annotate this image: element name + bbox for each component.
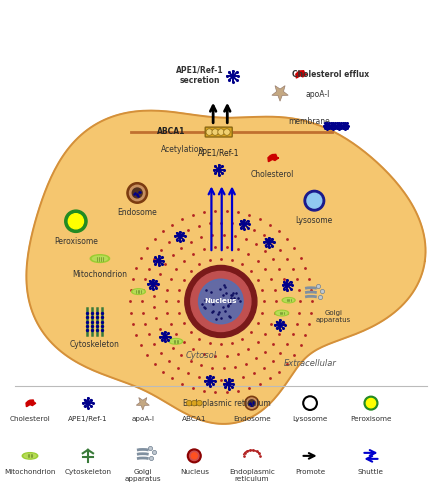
Circle shape (198, 279, 243, 324)
Circle shape (186, 400, 192, 406)
Ellipse shape (170, 340, 181, 343)
Text: APE1/Ref-1: APE1/Ref-1 (198, 149, 239, 158)
Ellipse shape (24, 454, 36, 458)
Circle shape (197, 400, 202, 406)
Text: Promote: Promote (295, 468, 325, 474)
Circle shape (191, 400, 197, 406)
Text: Extracellular: Extracellular (284, 359, 337, 368)
Circle shape (247, 398, 257, 408)
Text: Mitochondrion: Mitochondrion (4, 468, 56, 474)
Text: Nucleus: Nucleus (204, 298, 237, 304)
Polygon shape (268, 154, 279, 162)
Circle shape (206, 129, 212, 136)
Text: Endosome: Endosome (117, 208, 157, 218)
Circle shape (68, 214, 83, 229)
Circle shape (187, 449, 201, 462)
Text: Peroxisome: Peroxisome (350, 416, 392, 422)
Text: APE1/Ref-1
secretion: APE1/Ref-1 secretion (176, 66, 223, 85)
Text: Cytoskeleton: Cytoskeleton (65, 468, 112, 474)
Circle shape (364, 396, 378, 410)
Circle shape (65, 210, 87, 233)
Text: Golgi
apparatus: Golgi apparatus (316, 310, 351, 323)
Text: Lysosome: Lysosome (293, 416, 328, 422)
Text: Golgi
apparatus: Golgi apparatus (125, 468, 161, 481)
Ellipse shape (133, 290, 144, 294)
Polygon shape (26, 400, 36, 406)
Circle shape (224, 129, 230, 136)
Text: Mitochondrion: Mitochondrion (72, 270, 127, 279)
Circle shape (191, 272, 251, 332)
Ellipse shape (283, 298, 293, 302)
Circle shape (366, 398, 376, 408)
Text: Nucleus: Nucleus (180, 468, 209, 474)
Text: Cholesterol: Cholesterol (251, 170, 294, 179)
Ellipse shape (275, 310, 289, 316)
Circle shape (218, 129, 224, 136)
Ellipse shape (169, 338, 183, 344)
Text: Endoplasmic
reticulum: Endoplasmic reticulum (229, 468, 275, 481)
Text: Shuttle: Shuttle (358, 468, 384, 474)
Text: ABCA1: ABCA1 (157, 126, 186, 136)
Polygon shape (27, 110, 426, 424)
Circle shape (190, 451, 199, 460)
Text: APE1/Ref-1: APE1/Ref-1 (68, 416, 108, 422)
Circle shape (249, 400, 255, 406)
Text: ABCA1: ABCA1 (182, 416, 207, 422)
Ellipse shape (90, 254, 109, 262)
Circle shape (129, 185, 145, 200)
Text: apoA-I: apoA-I (131, 416, 154, 422)
Circle shape (304, 190, 325, 211)
Text: Acetylation: Acetylation (160, 144, 204, 154)
Circle shape (191, 453, 197, 459)
Polygon shape (296, 70, 307, 78)
Text: Endosome: Endosome (233, 416, 271, 422)
Circle shape (132, 188, 142, 198)
Circle shape (307, 194, 322, 208)
Text: Peroxisome: Peroxisome (54, 237, 98, 246)
Ellipse shape (132, 289, 145, 294)
Circle shape (212, 129, 218, 136)
Text: Cholesterol efflux: Cholesterol efflux (292, 70, 369, 78)
Circle shape (245, 396, 259, 410)
Ellipse shape (282, 298, 295, 303)
Circle shape (127, 182, 147, 204)
Ellipse shape (92, 256, 107, 261)
Polygon shape (136, 398, 149, 410)
Text: Lysosome: Lysosome (296, 216, 333, 225)
Text: Cytoskeleton: Cytoskeleton (69, 340, 119, 349)
Ellipse shape (276, 311, 287, 315)
Ellipse shape (22, 452, 38, 459)
Polygon shape (272, 86, 288, 101)
Text: Cholesterol: Cholesterol (10, 416, 51, 422)
Circle shape (185, 266, 257, 338)
FancyBboxPatch shape (205, 127, 232, 137)
Text: apoA-I: apoA-I (306, 90, 330, 99)
Text: Endoplasmic reticulum: Endoplasmic reticulum (184, 399, 271, 408)
Text: membrane: membrane (288, 116, 330, 126)
Text: Cytosol: Cytosol (186, 350, 217, 360)
